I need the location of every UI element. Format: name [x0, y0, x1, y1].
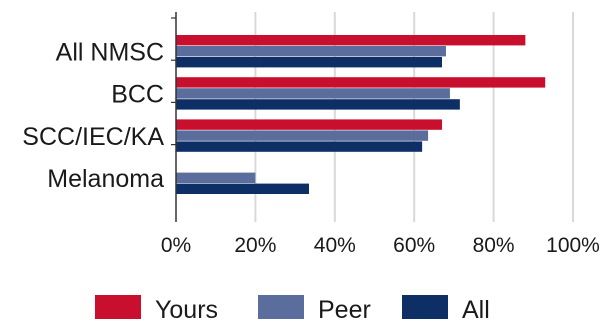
- x-tick-label: 40%: [314, 234, 356, 257]
- legend-label-all: All: [462, 296, 490, 324]
- category-label: Melanoma: [47, 165, 164, 193]
- x-tick-label: 60%: [393, 234, 435, 257]
- bar-peer: [176, 172, 256, 183]
- legend-swatch-yours: [95, 295, 141, 319]
- legend-label-yours: Yours: [155, 296, 218, 324]
- bar-all: [176, 57, 442, 68]
- bar-peer: [176, 88, 450, 99]
- x-tick-label: 80%: [473, 234, 515, 257]
- bar-all: [176, 99, 460, 110]
- category-label: BCC: [111, 81, 164, 109]
- bar-all: [176, 183, 309, 194]
- category-label: All NMSC: [56, 39, 164, 67]
- x-tick-label: 20%: [234, 234, 276, 257]
- bar-yours: [176, 35, 526, 46]
- x-tick-labels: 0% 20% 40% 60% 80% 100%: [161, 234, 600, 257]
- x-tick-label: 100%: [546, 234, 600, 257]
- bar-peer: [176, 130, 429, 141]
- bar-series: [176, 35, 546, 194]
- legend: Yours Peer All: [95, 295, 490, 324]
- category-label: SCC/IEC/KA: [22, 123, 164, 151]
- bar-peer: [176, 46, 446, 57]
- legend-label-peer: Peer: [318, 296, 371, 324]
- legend-swatch-peer: [258, 295, 304, 319]
- bar-all: [176, 141, 423, 152]
- legend-swatch-all: [402, 295, 448, 319]
- bar-yours: [176, 119, 442, 130]
- bar-yours: [176, 77, 546, 88]
- x-tick-label: 0%: [161, 234, 191, 257]
- category-labels: All NMSC BCC SCC/IEC/KA Melanoma: [22, 17, 176, 193]
